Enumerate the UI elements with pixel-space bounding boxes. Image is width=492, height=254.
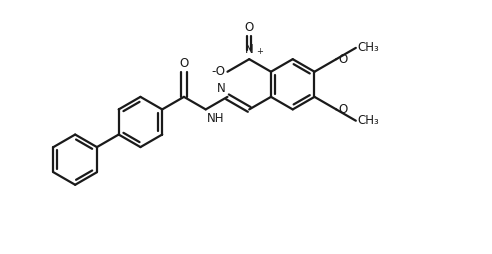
Text: CH₃: CH₃ [357, 114, 379, 127]
Text: CH₃: CH₃ [357, 41, 379, 54]
Text: NH: NH [207, 112, 225, 125]
Text: +: + [256, 47, 263, 56]
Text: O: O [245, 21, 254, 34]
Text: -O: -O [211, 65, 225, 78]
Text: O: O [339, 53, 348, 66]
Text: N: N [245, 43, 253, 56]
Text: N: N [216, 82, 225, 95]
Text: O: O [179, 57, 188, 70]
Text: O: O [339, 103, 348, 116]
